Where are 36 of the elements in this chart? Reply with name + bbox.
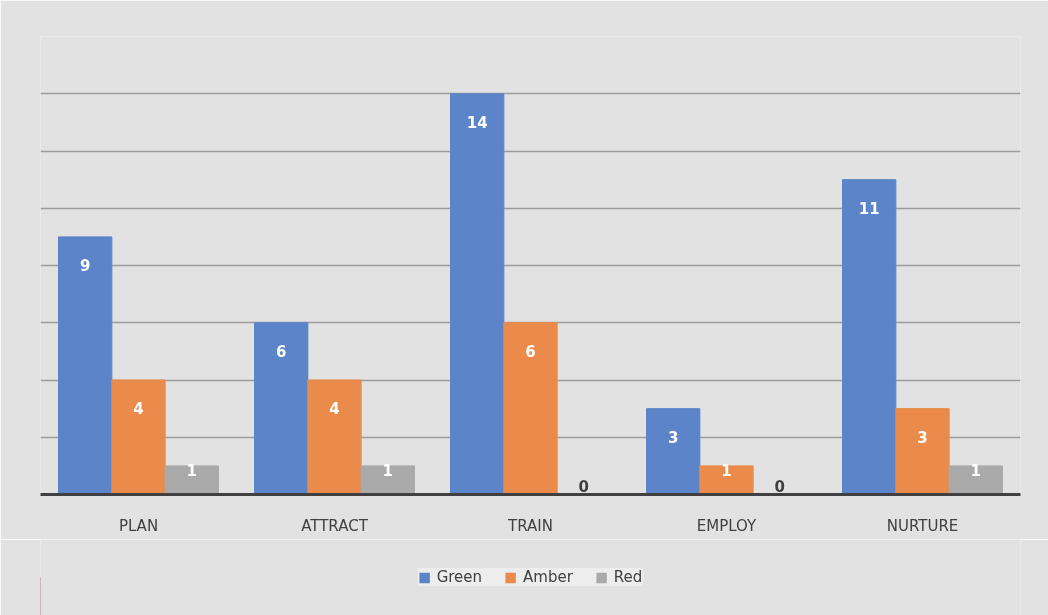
bar (450, 93, 505, 495)
legend-label: Amber (523, 568, 573, 586)
data-label: 3 (667, 428, 679, 447)
bar (58, 236, 113, 495)
x-tick-label: EMPLOY (696, 516, 758, 535)
data-label: 1 (186, 461, 198, 480)
data-label: 4 (133, 400, 144, 418)
x-tick-label: ATTRACT (301, 516, 369, 535)
data-label: 1 (970, 461, 982, 480)
data-label: 9 (79, 256, 91, 275)
x-tick-label: TRAIN (507, 516, 553, 535)
data-label: 6 (275, 342, 287, 361)
data-label: 0 (578, 477, 590, 496)
bar (164, 465, 219, 495)
data-label: 11 (858, 199, 880, 218)
data-label: 3 (917, 428, 928, 447)
legend-label: Green (436, 568, 483, 586)
data-label: 1 (382, 461, 394, 480)
data-label: 0 (774, 477, 786, 496)
bar (842, 179, 897, 495)
data-label: 1 (721, 461, 732, 480)
bar (646, 408, 701, 495)
bar (948, 465, 1003, 495)
bar (360, 465, 415, 495)
legend-label: Red (613, 568, 643, 586)
data-label: 6 (525, 342, 536, 361)
bar (111, 379, 166, 495)
bar (895, 408, 950, 495)
bar (254, 322, 309, 495)
bar (503, 322, 558, 495)
data-label: 14 (466, 113, 488, 132)
data-label: 4 (329, 400, 340, 418)
x-tick-label: PLAN (118, 516, 159, 535)
bar (307, 379, 362, 495)
x-tick-label: NURTURE (886, 516, 959, 535)
bar (699, 465, 754, 495)
